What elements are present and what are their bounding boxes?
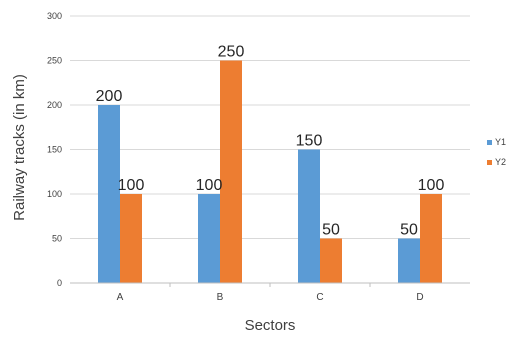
data-label-y2-c: 50 <box>322 222 340 239</box>
bar-y1-d <box>398 238 420 283</box>
x-tick-label: A <box>117 292 124 303</box>
y-tick-label: 50 <box>52 234 62 244</box>
y-tick-label: 0 <box>57 278 62 288</box>
data-label-y1-b: 100 <box>196 177 223 194</box>
data-label-y2-d: 100 <box>418 177 445 194</box>
y-tick-label: 100 <box>47 189 62 199</box>
bar-y2-c <box>320 238 342 283</box>
bar-y2-d <box>420 194 442 283</box>
data-label-y1-a: 200 <box>96 88 123 105</box>
legend-swatch-y1 <box>487 140 492 145</box>
bar-y2-a <box>120 194 142 283</box>
data-label-y2-a: 100 <box>118 177 145 194</box>
bar-y2-b <box>220 60 242 283</box>
legend-swatch-y2 <box>487 160 492 165</box>
legend-label-y1: Y1 <box>495 137 506 147</box>
y-axis-title: Railway tracks (in km) <box>11 74 28 221</box>
x-tick-label: D <box>416 292 423 303</box>
legend: Y1 Y2 <box>487 137 506 167</box>
legend-label-y2: Y2 <box>495 157 506 167</box>
y-axis-ticks: 0 50 100 150 200 250 300 <box>47 11 62 288</box>
data-label-y2-b: 250 <box>218 44 245 61</box>
x-axis-title: Sectors <box>245 317 296 334</box>
x-axis-ticks: A B C D <box>117 283 424 303</box>
data-labels: 200 100 100 250 150 50 50 100 <box>96 44 445 239</box>
data-label-y1-c: 150 <box>296 133 323 150</box>
x-tick-label: B <box>217 292 224 303</box>
bar-y1-a <box>98 105 120 283</box>
y-tick-label: 250 <box>47 56 62 66</box>
data-label-y1-d: 50 <box>400 222 418 239</box>
y-tick-label: 150 <box>47 145 62 155</box>
bars <box>98 60 442 283</box>
bar-y1-b <box>198 194 220 283</box>
bar-y1-c <box>298 149 320 283</box>
x-tick-label: C <box>316 292 323 303</box>
y-tick-label: 300 <box>47 11 62 21</box>
y-tick-label: 200 <box>47 100 62 110</box>
